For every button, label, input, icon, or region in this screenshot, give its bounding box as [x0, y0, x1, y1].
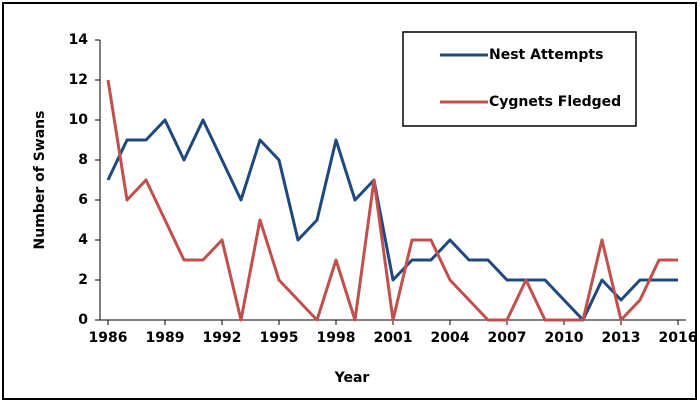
- x-tick-label: 2001: [374, 330, 413, 346]
- x-tick-label: 2007: [488, 330, 527, 346]
- legend-label: Nest Attempts: [489, 47, 603, 63]
- x-tick-label: 2013: [602, 330, 641, 346]
- x-tick-label: 2010: [545, 330, 584, 346]
- x-tick-label: 1986: [89, 330, 128, 346]
- y-axis-title: Number of Swans: [32, 111, 48, 250]
- y-tick-label: 6: [78, 192, 88, 208]
- legend-box: [402, 31, 637, 127]
- x-tick-label: 1989: [146, 330, 185, 346]
- y-tick-label: 12: [69, 72, 88, 88]
- y-tick-label: 2: [78, 272, 88, 288]
- series-line: [106, 79, 678, 322]
- y-tick-label: 4: [78, 232, 88, 248]
- x-tick-label: 2016: [659, 330, 698, 346]
- x-tick-label: 1992: [203, 330, 242, 346]
- y-tick-label: 10: [69, 112, 89, 128]
- y-tick-label: 14: [69, 32, 89, 48]
- x-axis-title: Year: [334, 370, 370, 386]
- y-tick-label: 8: [78, 152, 88, 168]
- y-tick-label: 0: [78, 312, 88, 328]
- legend-label: Cygnets Fledged: [489, 94, 621, 110]
- x-tick-label: 1995: [260, 330, 299, 346]
- x-tick-label: 1998: [317, 330, 356, 346]
- x-tick-label: 2004: [431, 330, 470, 346]
